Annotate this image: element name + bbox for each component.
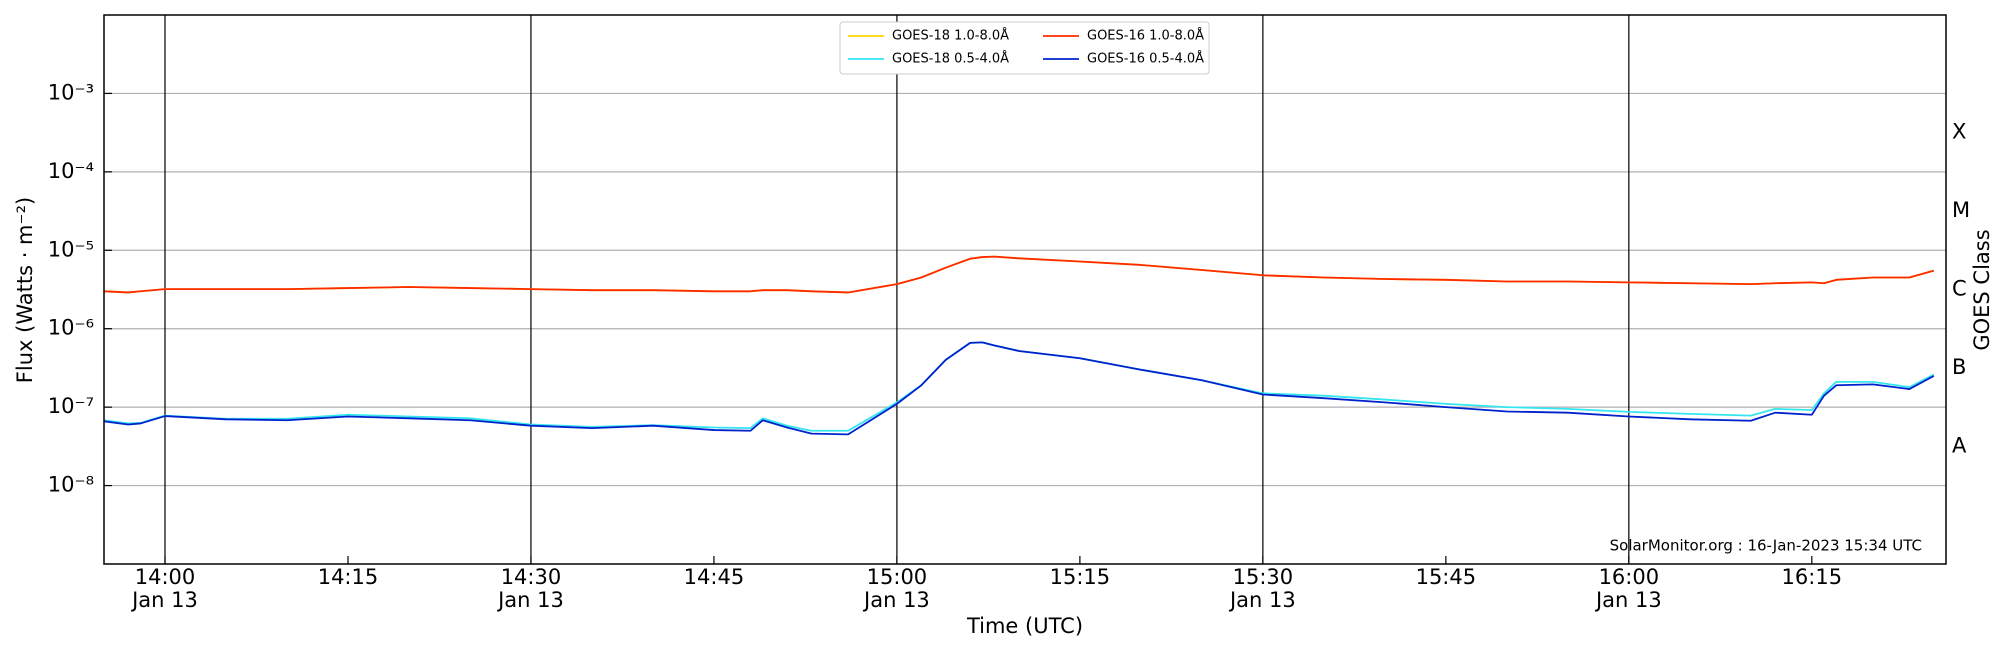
x-tick-label: 16:00	[1599, 565, 1660, 589]
y2-tick-label: M	[1952, 198, 1970, 222]
x-tick-label: 14:30	[501, 565, 562, 589]
y-axis-label: Flux (Watts · m⁻²)	[13, 197, 37, 383]
x-tick-date: Jan 13	[1228, 588, 1296, 612]
legend-label: GOES-16 0.5-4.0Å	[1087, 51, 1204, 67]
y-tick-label: 10⁻⁴	[48, 159, 94, 183]
x-tick-label: 14:45	[684, 565, 745, 589]
x-tick-label: 15:00	[867, 565, 928, 589]
y-tick-label: 10⁻³	[48, 80, 94, 104]
y2-tick-label: A	[1952, 433, 1967, 457]
x-tick-label: 15:45	[1416, 565, 1477, 589]
x-tick-label: 14:00	[135, 565, 196, 589]
x-tick-label: 15:30	[1233, 565, 1294, 589]
y2-axis-label: GOES Class	[1970, 229, 1994, 350]
series-line	[103, 255, 1935, 294]
y2-tick-label: B	[1952, 355, 1966, 379]
series-line	[103, 341, 1935, 436]
x-axis-label: Time (UTC)	[966, 614, 1083, 638]
y2-tick-label: C	[1952, 277, 1967, 301]
plot-frame	[103, 14, 1947, 565]
y-tick-label: 10⁻⁸	[48, 473, 94, 497]
x-tick-date: Jan 13	[862, 588, 930, 612]
legend-label: GOES-18 0.5-4.0Å	[892, 51, 1009, 67]
x-tick-label: 14:15	[318, 565, 379, 589]
legend-box	[839, 21, 1210, 75]
x-tick-date: Jan 13	[130, 588, 198, 612]
legend-label: GOES-18 1.0-8.0Å	[892, 28, 1009, 44]
y2-tick-label: X	[1952, 120, 1966, 144]
annotation: SolarMonitor.org : 16-Jan-2023 15:34 UTC	[1610, 537, 1922, 555]
x-tick-label: 15:15	[1050, 565, 1111, 589]
y-tick-label: 10⁻⁶	[48, 316, 94, 340]
x-tick-date: Jan 13	[496, 588, 564, 612]
x-tick-date: Jan 13	[1594, 588, 1662, 612]
y-tick-label: 10⁻⁵	[48, 237, 94, 261]
y-tick-label: 10⁻⁷	[48, 394, 94, 418]
legend-label: GOES-16 1.0-8.0Å	[1087, 28, 1204, 44]
x-tick-label: 16:15	[1782, 565, 1843, 589]
